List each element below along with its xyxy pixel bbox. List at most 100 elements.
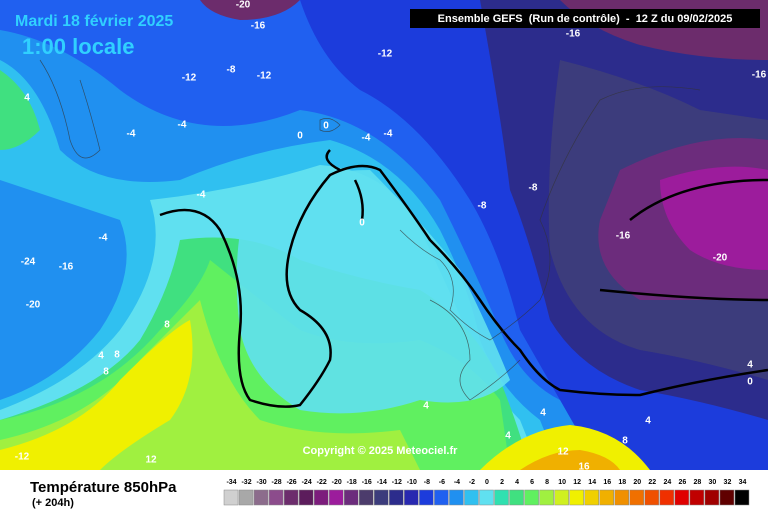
legend-swatch [253, 489, 269, 506]
contour-label: 8 [114, 350, 120, 361]
legend-label: -4 [454, 479, 460, 486]
legend-swatch [644, 489, 660, 506]
legend-swatch [268, 489, 284, 506]
contour-label: 12 [557, 447, 569, 458]
contour-label: -20 [236, 0, 251, 11]
legend-swatch [313, 489, 329, 506]
contour-label: 4 [98, 351, 104, 362]
legend-label: 6 [530, 479, 534, 486]
legend-swatch [554, 489, 569, 506]
contour-label: -16 [616, 231, 631, 242]
legend-swatch [328, 489, 344, 506]
model-box [410, 9, 760, 28]
contour-label: -16 [752, 70, 767, 81]
legend-swatch [359, 489, 374, 506]
legend-swatch [404, 489, 419, 506]
legend-label: 26 [678, 479, 686, 486]
legend-swatch [238, 489, 254, 506]
legend-swatch [524, 489, 539, 506]
contour-label: -4 [99, 233, 108, 244]
lead-time: (+ 204h) [32, 497, 74, 509]
legend-swatch [629, 489, 645, 506]
legend-label: 32 [724, 479, 732, 486]
legend-swatch [614, 489, 630, 506]
legend-swatch [434, 489, 449, 506]
legend-swatch [449, 489, 464, 506]
variable-title: Température 850hPa [30, 479, 177, 496]
contour-label: -20 [713, 253, 728, 264]
legend-swatch [374, 489, 389, 506]
contour-label: 4 [423, 401, 429, 412]
legend-label: 22 [648, 479, 656, 486]
legend-swatch [389, 489, 404, 506]
legend-label: 30 [709, 479, 717, 486]
legend-label: 12 [573, 479, 581, 486]
legend-label: -22 [317, 479, 327, 486]
legend-label: -14 [377, 479, 387, 486]
legend-label: -10 [407, 479, 417, 486]
legend-label: 28 [694, 479, 702, 486]
contour-label: -12 [378, 49, 393, 60]
contour-label: 8 [103, 367, 109, 378]
copyright: Copyright © 2025 Meteociel.fr [303, 445, 459, 457]
contour-label: 8 [164, 320, 170, 331]
contour-label: -12 [257, 71, 272, 82]
contour-label: -16 [566, 29, 581, 40]
legend-label: 2 [500, 479, 504, 486]
legend-swatch [674, 489, 690, 506]
legend-swatch [569, 489, 584, 506]
contour-label: 12 [145, 455, 157, 466]
contour-label: -4 [384, 129, 393, 140]
legend-label: -30 [257, 479, 267, 486]
legend-label: -18 [347, 479, 357, 486]
contour-label: -24 [21, 257, 36, 268]
contour-label: 0 [323, 121, 329, 132]
contour-label: 4 [24, 93, 30, 104]
contour-label: 4 [505, 431, 511, 442]
legend-label: -12 [392, 479, 402, 486]
legend-swatch [704, 489, 720, 506]
color-legend: -34 -32 -30 -28 -26 -24 -22 -20 -18 -16 -14 -12 -10-… [223, 479, 750, 506]
legend-swatch [343, 489, 359, 506]
legend-swatch [584, 489, 599, 506]
legend-label: 24 [663, 479, 671, 486]
legend-label: -2 [469, 479, 475, 486]
legend-label: 18 [618, 479, 626, 486]
legend-label: -20 [332, 479, 342, 486]
legend-label: -32 [241, 479, 251, 486]
legend-swatch [719, 489, 735, 506]
legend-swatch [599, 489, 614, 506]
legend-label: -16 [362, 479, 372, 486]
legend-label: 8 [545, 479, 549, 486]
forecast-date: Mardi 18 février 2025 [15, 13, 173, 30]
contour-label: 0 [297, 131, 303, 142]
legend-label: 14 [588, 479, 596, 486]
contour-label: -8 [529, 183, 538, 194]
legend-swatch [659, 489, 675, 506]
legend-swatch [494, 489, 509, 506]
legend-label: -34 [226, 479, 236, 486]
legend-swatch [539, 489, 554, 506]
legend-label: 4 [515, 479, 519, 486]
legend-swatch [283, 489, 299, 506]
contour-label: 4 [540, 408, 546, 419]
contour-label: -12 [182, 73, 197, 84]
contour-label: -4 [362, 133, 371, 144]
legend-label: -28 [272, 479, 282, 486]
legend-swatch [734, 489, 750, 506]
legend-label: -8 [424, 479, 430, 486]
legend-label: -24 [302, 479, 312, 486]
legend-swatch [479, 489, 494, 506]
legend-label: 10 [558, 479, 566, 486]
temperature-field [0, 0, 768, 470]
coastlines [39, 59, 701, 401]
contour-label: -16 [251, 21, 266, 32]
legend-label: 34 [739, 479, 747, 486]
legend-label: 0 [485, 479, 489, 486]
legend-swatch [223, 489, 239, 506]
contour-label: -16 [59, 262, 74, 273]
legend-label: -26 [287, 479, 297, 486]
contour-label: -4 [178, 120, 187, 131]
legend-swatch [464, 489, 479, 506]
